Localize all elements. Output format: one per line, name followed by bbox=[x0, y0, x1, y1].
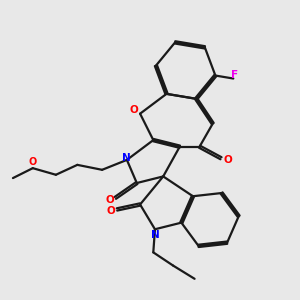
Text: O: O bbox=[129, 105, 138, 116]
Text: O: O bbox=[105, 194, 114, 205]
Text: O: O bbox=[107, 206, 116, 216]
Text: N: N bbox=[122, 153, 130, 163]
Text: O: O bbox=[223, 155, 232, 165]
Text: F: F bbox=[231, 70, 239, 80]
Text: O: O bbox=[28, 157, 37, 166]
Text: N: N bbox=[151, 230, 159, 240]
